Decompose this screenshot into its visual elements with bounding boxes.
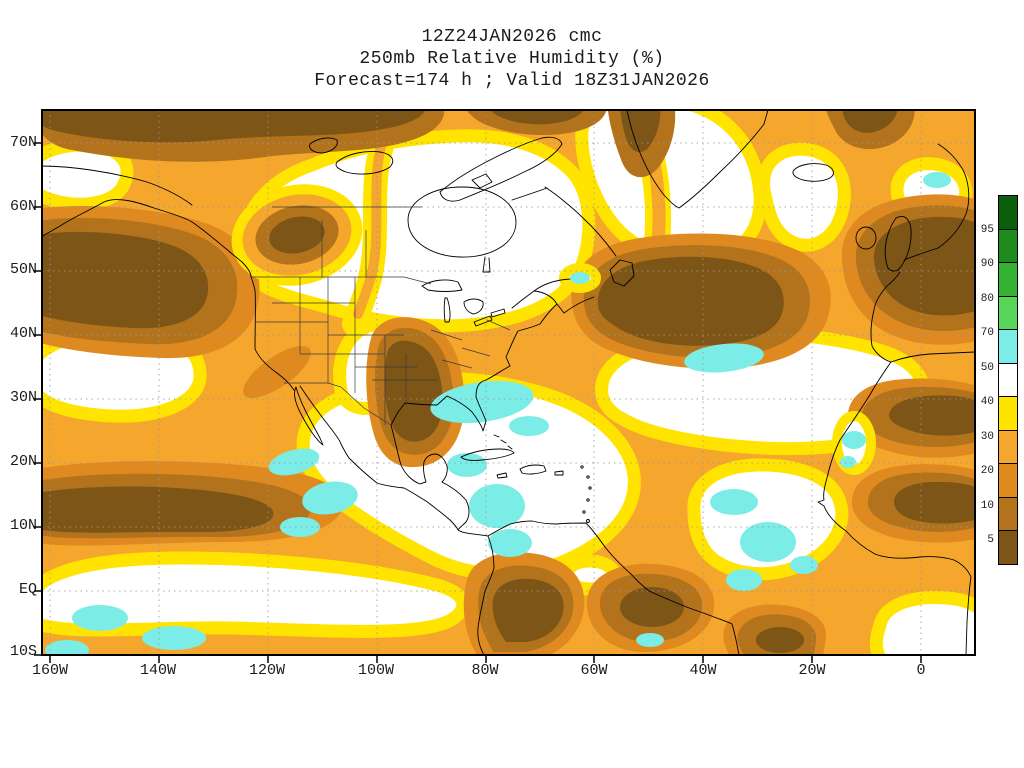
lon-label-60w: 60W bbox=[580, 662, 608, 679]
title-valid: Forecast=174 h ; Valid 18Z31JAN2026 bbox=[314, 71, 710, 91]
colorbar-label-90: 90 bbox=[980, 258, 994, 270]
map-border bbox=[41, 109, 976, 656]
colorbar-label-20: 20 bbox=[980, 465, 994, 477]
lon-label-120w: 120W bbox=[248, 662, 286, 679]
colorbar-swatch-70-80 bbox=[998, 295, 1018, 330]
colorbar-swatch-10-20 bbox=[998, 463, 1018, 498]
colorbar-swatch-5-10 bbox=[998, 496, 1018, 531]
lat-label-10s: 10S bbox=[9, 643, 37, 660]
colorbar-swatch-50-70 bbox=[998, 329, 1018, 364]
lon-label-0: 0 bbox=[916, 662, 926, 679]
lat-label-70n: 70N bbox=[9, 134, 37, 151]
colorbar-swatch-gt95 bbox=[998, 195, 1018, 230]
map-canvas bbox=[34, 109, 976, 663]
colorbar-label-40: 40 bbox=[980, 396, 994, 408]
colorbar-swatch-40-50 bbox=[998, 362, 1018, 397]
coastlines bbox=[42, 110, 975, 655]
colorbar-label-80: 80 bbox=[980, 293, 994, 305]
lat-label-30n: 30N bbox=[9, 389, 37, 406]
lon-label-140w: 140W bbox=[139, 662, 177, 679]
lat-label-50n: 50N bbox=[9, 261, 37, 278]
title-run: 12Z24JAN2026 cmc bbox=[421, 27, 603, 47]
lat-label-60n: 60N bbox=[9, 198, 37, 215]
lon-label-20w: 20W bbox=[798, 662, 826, 679]
lat-label-eq: EQ bbox=[18, 581, 37, 598]
map-frame bbox=[34, 109, 976, 663]
axis-ticks bbox=[34, 142, 922, 663]
colorbar-label-30: 30 bbox=[980, 431, 994, 443]
colorbar-label-70: 70 bbox=[980, 327, 994, 339]
figure-titles: 12Z24JAN2026 cmc 250mb Relative Humidity… bbox=[0, 26, 1024, 92]
lat-label-10n: 10N bbox=[9, 517, 37, 534]
colorbar-swatch-80-90 bbox=[998, 262, 1018, 297]
rh-moist-regions bbox=[45, 172, 951, 655]
lon-label-160w: 160W bbox=[31, 662, 69, 679]
rh-dry-regions bbox=[42, 110, 975, 655]
lon-label-80w: 80W bbox=[471, 662, 499, 679]
rh-yellow-channel bbox=[342, 134, 394, 336]
colorbar-swatch-90-95 bbox=[998, 228, 1018, 263]
colorbar-swatch-lt5 bbox=[998, 530, 1018, 565]
colorbar-label-10: 10 bbox=[980, 500, 994, 512]
lat-label-20n: 20N bbox=[9, 453, 37, 470]
title-field: 250mb Relative Humidity (%) bbox=[359, 49, 665, 69]
colorbar-swatch-20-30 bbox=[998, 429, 1018, 464]
colorbar-swatch-30-40 bbox=[998, 396, 1018, 431]
colorbar-label-95: 95 bbox=[980, 224, 994, 236]
state-borders bbox=[251, 206, 511, 426]
lon-label-100w: 100W bbox=[357, 662, 395, 679]
lon-label-40w: 40W bbox=[689, 662, 717, 679]
colorbar-label-50: 50 bbox=[980, 362, 994, 374]
colorbar-label-5: 5 bbox=[987, 534, 994, 546]
lat-label-40n: 40N bbox=[9, 325, 37, 342]
colorbar bbox=[998, 195, 1018, 565]
